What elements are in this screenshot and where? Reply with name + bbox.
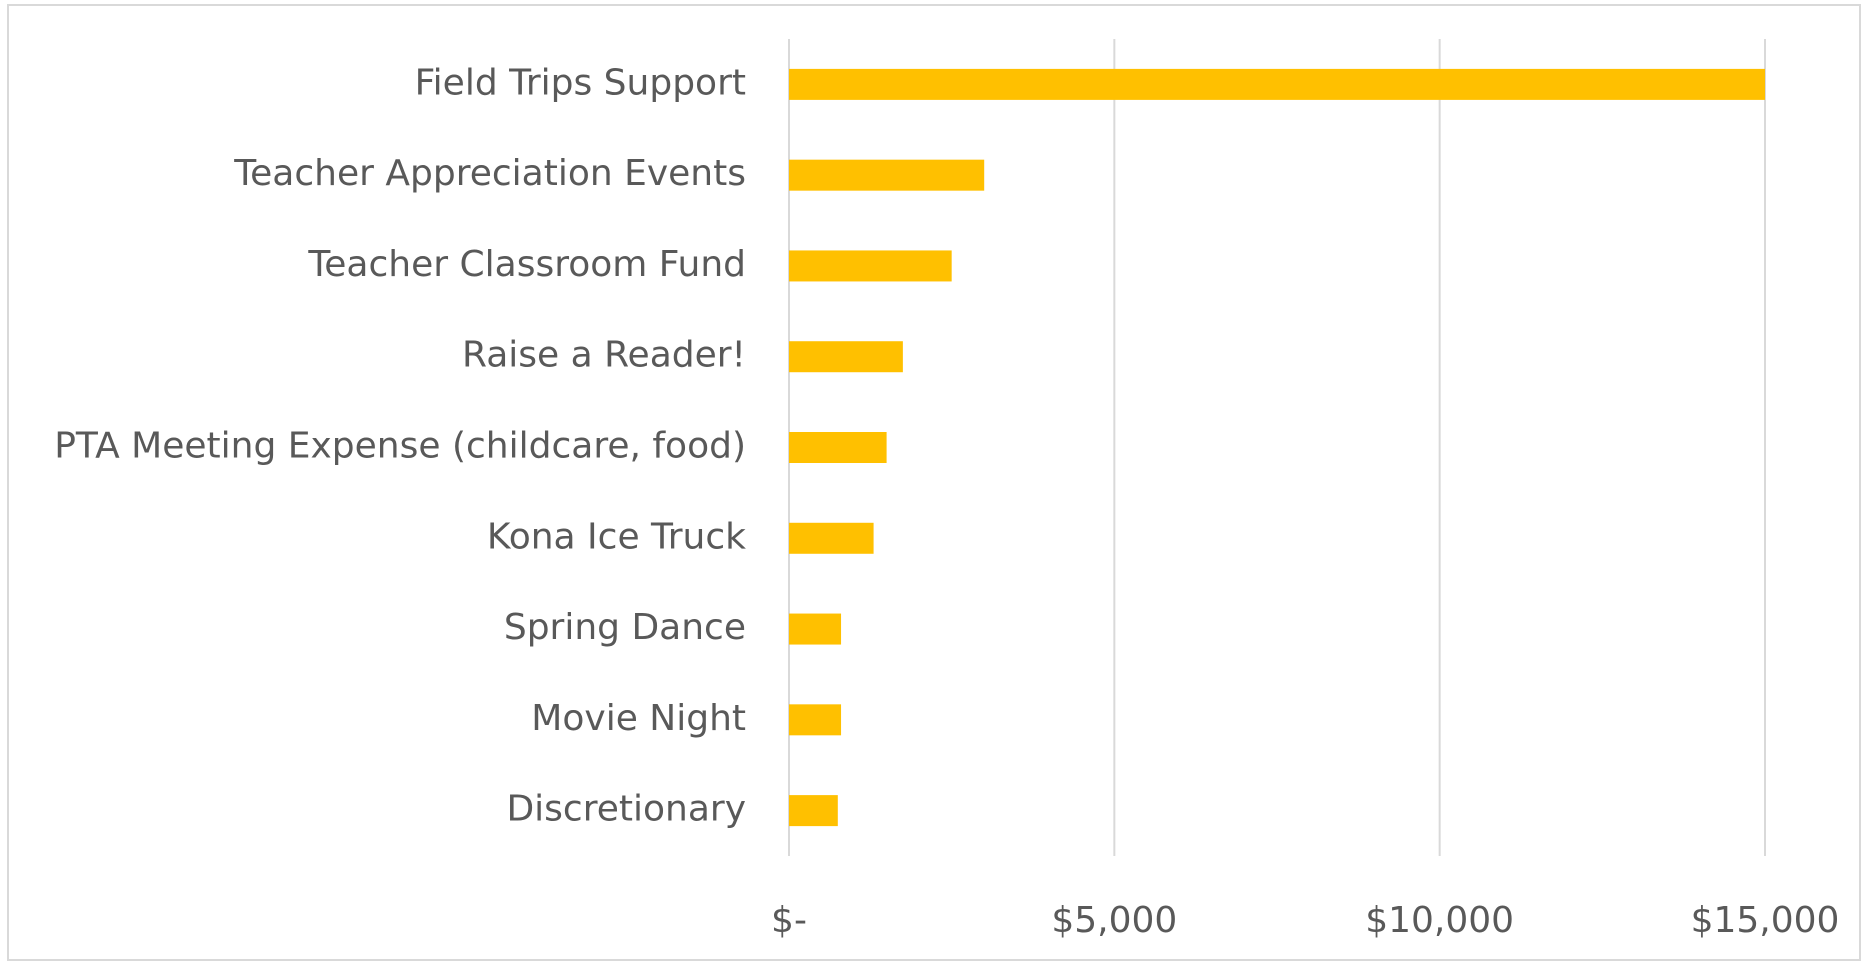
- y-tick-label: Teacher Appreciation Events: [233, 153, 746, 194]
- bar: [789, 522, 874, 554]
- chart-border: [7, 4, 1861, 961]
- bar: [789, 250, 952, 282]
- x-tick-label: $-: [771, 900, 807, 941]
- y-tick-label: Kona Ice Truck: [487, 516, 746, 557]
- y-tick-label: Field Trips Support: [415, 62, 746, 103]
- bar: [789, 613, 842, 645]
- y-tick-label: PTA Meeting Expense (childcare, food): [54, 426, 746, 467]
- bar: [789, 795, 838, 827]
- bar: [789, 432, 887, 463]
- bar: [789, 341, 903, 373]
- y-tick-label: Teacher Classroom Fund: [307, 244, 746, 285]
- y-tick-label: Raise a Reader!: [462, 335, 746, 376]
- x-tick-label: $5,000: [1051, 900, 1177, 941]
- x-tick-label: $10,000: [1365, 900, 1514, 941]
- y-tick-label: Movie Night: [531, 698, 746, 739]
- bar: [789, 159, 985, 191]
- x-tick-label: $15,000: [1691, 900, 1840, 941]
- y-tick-label: Spring Dance: [504, 607, 746, 648]
- y-tick-label: Discretionary: [506, 789, 746, 830]
- bar: [789, 68, 1765, 100]
- bar: [789, 704, 842, 736]
